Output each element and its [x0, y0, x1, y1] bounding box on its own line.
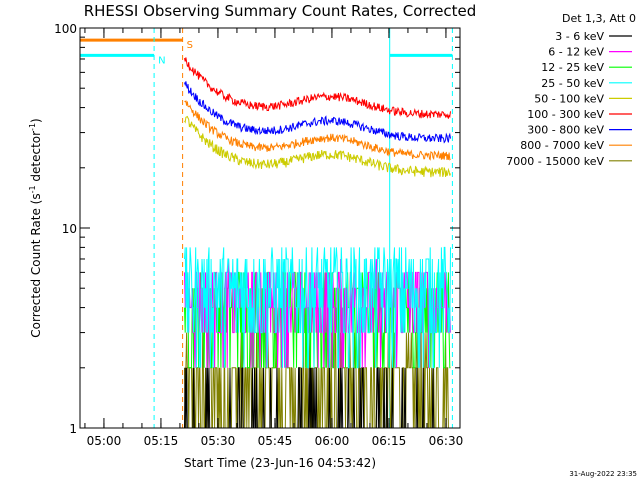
svg-text:Corrected Count Rate (s-1 dete: Corrected Count Rate (s-1 detector-1)	[28, 118, 43, 337]
x-tick-label: 06:00	[315, 434, 350, 448]
annotation-label: N	[158, 55, 165, 66]
legend-label: 100 - 300 keV	[527, 108, 604, 121]
legend-label: 12 - 25 keV	[541, 61, 604, 74]
data-layer	[184, 57, 451, 429]
legend-label: 7000 - 15000 keV	[506, 155, 604, 168]
series-line-7	[184, 81, 451, 144]
legend-label: 6 - 12 keV	[548, 46, 604, 59]
legend-label: 25 - 50 keV	[541, 77, 604, 90]
axes-layer: 1 10 100 05:00 05:15 05:30 05:45 06:00 06:15 06:3…	[54, 22, 463, 448]
y-tick-label: 100	[54, 22, 77, 36]
legend-label: 800 - 7000 keV	[520, 139, 604, 152]
x-tick-label: 06:15	[372, 434, 407, 448]
x-tick-label: 05:45	[258, 434, 293, 448]
annotation-label: S	[187, 40, 193, 51]
x-tick-label: 05:30	[201, 434, 236, 448]
x-tick-label: 05:00	[87, 434, 122, 448]
y-tick-label: 10	[62, 222, 77, 236]
y-tick-label: 1	[69, 422, 77, 436]
legend-label: 300 - 800 keV	[527, 124, 604, 137]
legend-label: 50 - 100 keV	[534, 92, 604, 105]
series-line-4	[184, 246, 451, 369]
series-line-8	[184, 99, 451, 161]
footer-date: 31-Aug-2022 23:35	[569, 470, 637, 478]
chart-title: RHESSI Observing Summary Count Rates, Co…	[84, 2, 477, 20]
y-axis-label: Corrected Count Rate (s-1 detector-1)	[28, 118, 43, 337]
x-axis-label: Start Time (23-Jun-16 04:53:42)	[184, 456, 376, 470]
x-tick-label: 05:15	[144, 434, 179, 448]
x-tick-label: 06:30	[429, 434, 464, 448]
legend-title: Det 1,3, Att 0	[562, 12, 636, 25]
series-line-5	[184, 115, 451, 178]
series-line-6	[184, 57, 451, 119]
legend: 3 - 6 keV 6 - 12 keV 12 - 25 keV 25 - 50 ke…	[506, 30, 632, 168]
legend-label: 3 - 6 keV	[555, 30, 604, 43]
